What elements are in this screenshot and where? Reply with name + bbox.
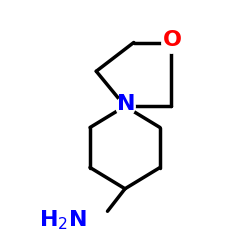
Text: O: O bbox=[163, 30, 182, 50]
Text: H$_2$N: H$_2$N bbox=[38, 208, 86, 232]
Text: N: N bbox=[117, 94, 136, 114]
